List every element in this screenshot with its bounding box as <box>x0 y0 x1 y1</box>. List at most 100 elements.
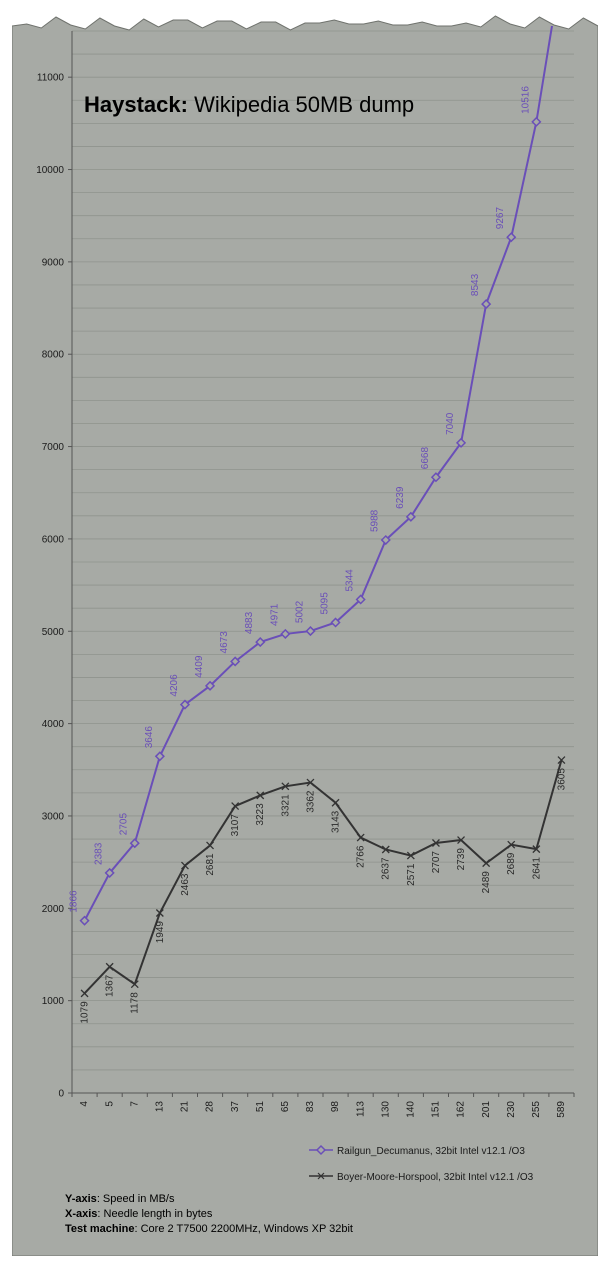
note-test-machine: Test machine: Core 2 T7500 2200MHz, Wind… <box>65 1223 353 1235</box>
x-tick-label: 230 <box>506 1101 517 1118</box>
paper-background <box>12 15 598 1256</box>
y-tick-label: 11000 <box>37 73 65 84</box>
point-railgun <box>330 617 341 628</box>
y-tick-label: 8000 <box>42 350 65 361</box>
data-label-railgun: 2383 <box>94 842 105 865</box>
data-label-railgun: 7040 <box>445 412 456 435</box>
data-label-bmh: 2739 <box>456 848 467 871</box>
y-tick-label: 6000 <box>42 534 65 545</box>
data-label-bmh: 1367 <box>105 974 116 997</box>
data-label-bmh: 2641 <box>531 857 542 880</box>
data-label-bmh: 2571 <box>406 863 417 886</box>
point-bmh <box>256 791 265 800</box>
point-railgun <box>380 534 391 546</box>
data-label-railgun: 5344 <box>345 569 356 592</box>
data-label-bmh: 1178 <box>130 992 141 1014</box>
data-label-railgun: 5095 <box>320 592 331 615</box>
y-tick-label: 9000 <box>42 257 65 268</box>
data-label-bmh: 2766 <box>356 845 367 868</box>
data-label-railgun: 10516 <box>520 86 531 114</box>
legend-label-bmh: Boyer-Moore-Horspool, 32bit Intel v12.1 … <box>337 1172 534 1183</box>
point-railgun <box>104 867 115 878</box>
x-tick-label: 130 <box>380 1101 391 1118</box>
point-railgun <box>129 838 140 849</box>
x-tick-label: 255 <box>531 1101 542 1118</box>
point-railgun <box>179 699 191 710</box>
data-label-bmh: 3605 <box>556 768 567 791</box>
x-tick-label: 201 <box>481 1101 492 1118</box>
point-railgun <box>531 116 542 127</box>
point-bmh <box>306 778 315 787</box>
x-tick-label: 140 <box>405 1101 416 1118</box>
point-bmh <box>231 802 240 811</box>
x-tick-label: 7 <box>129 1101 140 1107</box>
y-tick-label: 10000 <box>36 165 64 176</box>
x-tick-label: 37 <box>230 1101 241 1113</box>
point-railgun <box>230 656 241 667</box>
data-label-railgun: 5002 <box>294 600 305 623</box>
data-label-bmh: 1949 <box>155 921 166 944</box>
point-bmh <box>482 859 491 868</box>
point-bmh <box>356 833 365 842</box>
x-tick-label: 51 <box>255 1101 266 1113</box>
chart-title-bold: Haystack: <box>84 92 188 117</box>
point-bmh <box>507 840 516 849</box>
data-label-railgun: 5988 <box>370 509 381 532</box>
data-label-bmh: 2463 <box>180 873 191 896</box>
point-bmh <box>532 845 541 854</box>
point-railgun <box>204 680 216 691</box>
data-label-railgun: 2705 <box>119 813 130 836</box>
point-railgun <box>305 626 316 637</box>
x-tick-label: 28 <box>205 1101 216 1113</box>
data-label-bmh: 2637 <box>381 857 392 880</box>
data-label-railgun: 1866 <box>69 890 80 913</box>
x-tick-label: 98 <box>330 1101 341 1113</box>
legend-marker-cross-icon <box>309 1172 333 1180</box>
point-bmh <box>105 962 114 971</box>
point-railgun <box>405 511 416 522</box>
data-label-bmh: 1079 <box>80 1001 91 1024</box>
x-tick-label: 21 <box>180 1101 191 1113</box>
data-label-bmh: 2689 <box>506 852 517 875</box>
notes: Y-axis: Speed in MB/s X-axis: Needle len… <box>65 1192 353 1237</box>
series-line-bmh <box>83 759 563 995</box>
point-bmh <box>180 861 189 870</box>
y-tick-label: 0 <box>58 1089 64 1100</box>
point-bmh <box>206 841 215 850</box>
point-bmh <box>381 845 390 854</box>
point-railgun <box>154 751 165 762</box>
point-bmh <box>457 836 466 845</box>
point-railgun <box>355 594 366 605</box>
x-tick-label: 5 <box>104 1101 115 1107</box>
point-bmh <box>155 909 164 917</box>
point-railgun <box>481 299 492 310</box>
data-label-bmh: 3223 <box>255 803 266 826</box>
data-label-railgun: 4409 <box>194 655 205 678</box>
data-label-railgun: 9267 <box>495 207 506 230</box>
data-label-bmh: 3362 <box>305 790 316 813</box>
point-bmh <box>406 851 415 860</box>
y-tick-label: 4000 <box>42 719 65 730</box>
x-tick-label: 162 <box>456 1101 467 1118</box>
legend-label-railgun: Railgun_Decumanus, 32bit Intel v12.1 /O3 <box>337 1146 525 1157</box>
data-label-bmh: 2681 <box>205 853 216 876</box>
point-railgun <box>430 472 442 483</box>
data-label-railgun: 8543 <box>470 273 481 296</box>
data-label-railgun: 4206 <box>169 674 180 697</box>
point-railgun <box>455 437 467 448</box>
point-railgun <box>79 915 90 926</box>
y-tick-label: 7000 <box>42 442 65 453</box>
point-bmh <box>557 756 566 765</box>
point-bmh <box>130 980 139 989</box>
y-tick-label: 3000 <box>42 811 65 822</box>
data-label-railgun: 6668 <box>420 447 431 470</box>
point-bmh <box>331 798 340 807</box>
x-tick-label: 113 <box>355 1101 366 1117</box>
x-tick-label: 83 <box>305 1101 316 1113</box>
x-tick-label: 13 <box>154 1101 165 1113</box>
data-label-railgun: 4883 <box>244 611 255 634</box>
note-y-axis: Y-axis: Speed in MB/s <box>65 1193 175 1205</box>
data-label-railgun: 4673 <box>219 631 230 654</box>
legend-marker-diamond-icon <box>309 1144 333 1156</box>
note-x-axis: X-axis: Needle length in bytes <box>65 1208 213 1220</box>
